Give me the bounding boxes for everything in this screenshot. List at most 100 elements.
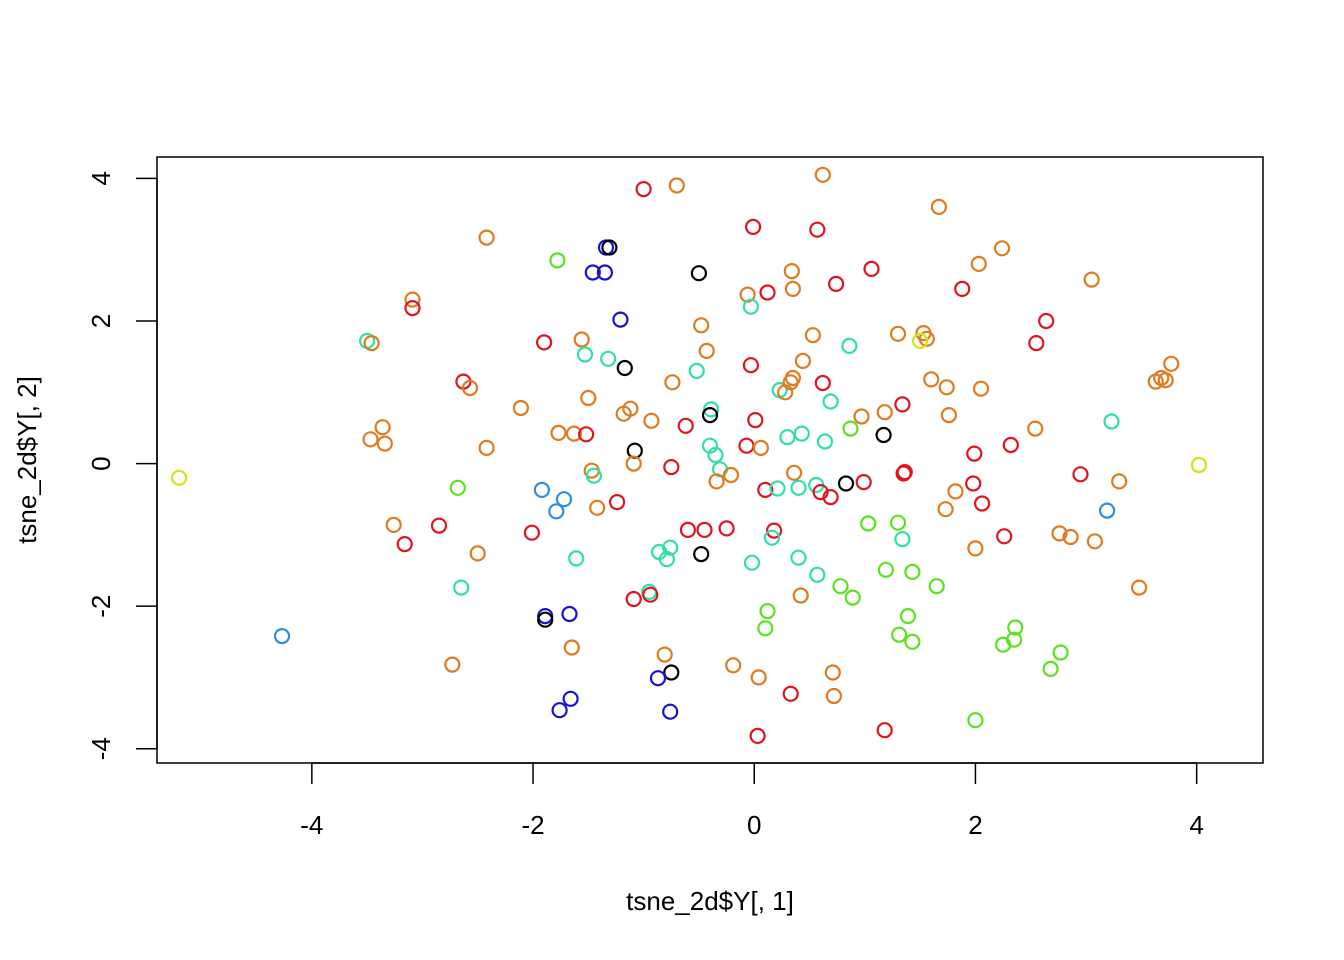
x-tick-label: 4: [1189, 810, 1203, 840]
data-point: [663, 459, 680, 476]
data-point: [940, 407, 958, 424]
data-point: [747, 412, 764, 429]
data-point: [853, 408, 870, 425]
data-point: [993, 240, 1011, 257]
x-axis-label: tsne_2d$Y[, 1]: [626, 886, 794, 916]
data-point: [742, 357, 760, 374]
data-point: [794, 352, 812, 369]
data-point: [877, 561, 895, 578]
y-tick-label: -4: [86, 737, 116, 760]
data-point: [842, 420, 859, 437]
data-point: [895, 465, 912, 482]
data-point: [642, 586, 659, 603]
x-axis: -4 -2 0 2 4: [300, 762, 1204, 840]
data-point: [890, 626, 908, 643]
data-point: [782, 374, 799, 391]
data-point: [966, 445, 983, 462]
data-point: [273, 627, 291, 645]
data-point: [779, 429, 796, 446]
data-point: [625, 455, 642, 472]
data-point: [404, 291, 421, 308]
data-point: [461, 379, 479, 397]
data-point: [649, 670, 667, 687]
data-point: [782, 685, 799, 702]
data-point: [837, 475, 855, 492]
y-tick-label: 4: [86, 171, 116, 185]
data-point: [663, 664, 680, 681]
x-tick-label: 2: [968, 810, 982, 840]
data-point: [725, 657, 742, 674]
data-point: [825, 687, 843, 705]
data-point: [752, 439, 770, 456]
data-point: [635, 181, 652, 198]
data-point: [860, 515, 877, 532]
data-point: [696, 521, 713, 539]
data-point: [656, 646, 673, 663]
data-point: [551, 702, 568, 719]
data-point: [1062, 528, 1079, 546]
data-point: [967, 712, 984, 729]
y-tick-label: 2: [86, 314, 116, 328]
data-point: [814, 166, 831, 183]
data-point: [784, 280, 802, 297]
data-point: [790, 549, 807, 566]
data-point: [763, 529, 781, 546]
data-point: [863, 260, 880, 277]
data-point: [1086, 533, 1104, 550]
data-point: [809, 221, 826, 238]
data-point: [947, 483, 964, 500]
data-point: [625, 590, 642, 608]
data-point: [568, 550, 585, 567]
data-point: [744, 218, 762, 235]
data-point: [750, 669, 767, 686]
data-point: [769, 480, 786, 497]
data-point: [894, 530, 911, 548]
data-point: [954, 280, 971, 297]
data-point: [1028, 335, 1045, 352]
data-point: [809, 566, 826, 583]
data-point: [738, 437, 755, 454]
data-point: [765, 522, 783, 539]
data-point: [608, 494, 626, 511]
data-point: [622, 400, 639, 417]
data-point: [444, 656, 461, 673]
data-point: [743, 554, 761, 571]
data-point: [563, 639, 580, 656]
data-point: [855, 474, 872, 491]
data-point: [996, 528, 1013, 545]
data-point: [1083, 271, 1100, 288]
data-point: [814, 374, 831, 392]
data-point: [824, 664, 841, 681]
data-point: [938, 379, 955, 396]
data-point: [1130, 579, 1148, 596]
y-axis-label: tsne_2d$Y[, 2]: [12, 376, 42, 544]
data-point: [707, 446, 724, 464]
data-point: [844, 589, 861, 606]
data-point: [1051, 525, 1068, 542]
data-point: [698, 342, 715, 359]
data-point: [822, 489, 839, 506]
data-point: [679, 521, 697, 539]
data-point: [759, 602, 776, 620]
data-point: [562, 690, 579, 707]
data-point: [668, 177, 685, 194]
data-point: [899, 607, 917, 625]
data-point: [904, 563, 921, 581]
data-point: [555, 491, 573, 508]
data-point: [600, 350, 617, 367]
data-point: [512, 399, 530, 417]
data-point: [827, 275, 845, 292]
data-point: [601, 239, 618, 256]
data-point: [970, 255, 987, 272]
data-point: [523, 524, 541, 541]
data-point: [385, 516, 402, 534]
x-tick-label: -2: [521, 810, 544, 840]
data-point: [876, 722, 893, 739]
data-point: [565, 425, 583, 442]
data-point: [972, 380, 990, 397]
data-point: [804, 327, 822, 344]
data-point: [1072, 466, 1089, 483]
data-point: [1190, 456, 1208, 474]
data-point: [816, 433, 834, 450]
